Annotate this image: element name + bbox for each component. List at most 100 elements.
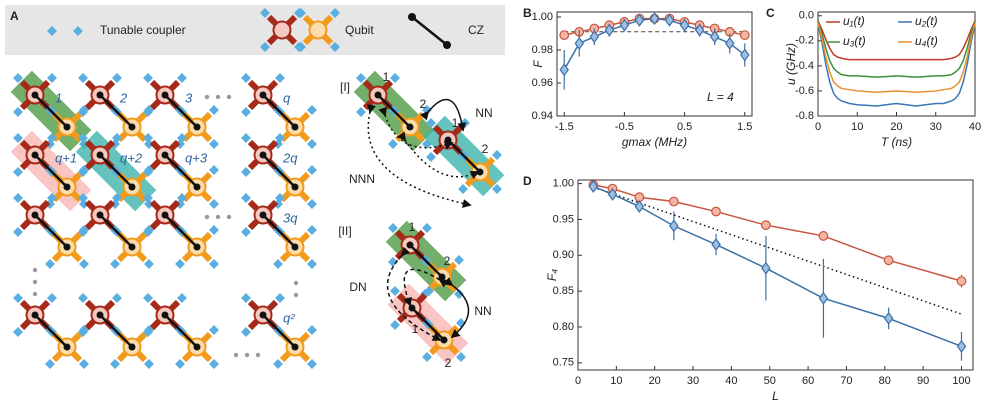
inset-label: NNN (349, 172, 375, 186)
cz-dot (96, 151, 104, 159)
y-tick-label: 0.98 (532, 44, 553, 56)
marker (711, 206, 721, 217)
x-tick-label: 30 (687, 375, 699, 387)
coupler (492, 150, 502, 160)
cz-icon (411, 16, 448, 46)
coupler (13, 227, 23, 237)
marker (559, 63, 569, 77)
coupler (143, 293, 153, 303)
coupler (112, 293, 122, 303)
inset-label: NN (475, 106, 492, 120)
coupler (456, 352, 466, 362)
y-tick-label: 0.0 (799, 10, 814, 22)
inset-label: DN (349, 280, 366, 294)
coupler (275, 133, 285, 143)
cz-dot (291, 343, 299, 351)
coupler (78, 167, 88, 177)
cz (99, 94, 133, 128)
series-line (593, 185, 962, 348)
marker (604, 23, 615, 37)
coupler (177, 73, 187, 83)
coupler (307, 165, 317, 175)
cz-dot (161, 211, 169, 219)
coupler (45, 259, 55, 269)
coupler (110, 259, 120, 269)
cz-icon (443, 41, 451, 49)
coupler (241, 73, 251, 83)
y-tick-label: 0.94 (532, 110, 553, 122)
y-tick-label: 0.85 (553, 285, 574, 297)
cz-dot (444, 136, 452, 144)
panel-label: C (766, 6, 775, 20)
ellipsis-dot (32, 279, 38, 285)
marker (589, 30, 600, 44)
cz-dot (96, 91, 104, 99)
cz-dot (161, 151, 169, 159)
coupler (175, 259, 185, 269)
marker (634, 13, 645, 27)
marker (574, 36, 585, 50)
cz (164, 314, 198, 348)
marker (709, 30, 720, 44)
cz (262, 314, 296, 348)
marker (883, 311, 894, 325)
ellipsis-dot (255, 352, 261, 358)
coupler (13, 293, 23, 303)
coupler (175, 359, 185, 369)
x-tick-label: 10 (610, 375, 622, 387)
coupler (79, 259, 89, 269)
cz-dot (161, 311, 169, 319)
cz (164, 94, 198, 128)
coupler (110, 359, 120, 369)
coupler (144, 359, 154, 369)
y-tick-label: -0.2 (795, 35, 814, 47)
cz-dot (259, 311, 267, 319)
coupler (79, 199, 89, 209)
coupler (143, 133, 153, 143)
y-tick-label: -0.4 (795, 60, 814, 72)
cz-dot (63, 343, 71, 351)
coupler (307, 259, 317, 269)
cz-dot (406, 241, 414, 249)
coupler (458, 184, 468, 194)
cz-dot (193, 183, 201, 191)
marker (634, 200, 645, 214)
ellipsis-dot (204, 214, 210, 220)
marker (724, 36, 735, 50)
cz (99, 314, 133, 348)
coupler (209, 139, 219, 149)
coupler (388, 139, 398, 149)
cz-dot (259, 211, 267, 219)
cz-dot (193, 123, 201, 131)
cz-dot (128, 183, 136, 191)
cz-dot (291, 183, 299, 191)
coupler (112, 73, 122, 83)
inset-tag: [II] (338, 224, 351, 238)
grid-label: q (283, 90, 291, 105)
legend-label: u₃(t) (843, 34, 866, 48)
cz-icon (408, 13, 416, 21)
marker (739, 30, 750, 41)
marker (740, 48, 750, 62)
x-tick-label: 40 (725, 375, 737, 387)
cz (164, 214, 198, 248)
cz-dot (193, 343, 201, 351)
coupler (78, 193, 88, 203)
marker (619, 18, 630, 32)
marker (559, 30, 570, 41)
coupler (307, 199, 317, 209)
cz-dot (63, 243, 71, 251)
coupler (47, 293, 57, 303)
y-tick-label: 1.00 (532, 11, 553, 23)
panel-label: B (523, 6, 532, 20)
grid-label: 2 (119, 90, 128, 105)
coupler (78, 73, 88, 83)
cz-dot (440, 336, 448, 344)
grid-label: q+1 (55, 150, 77, 165)
legend-label: u₄(t) (915, 34, 938, 48)
coupler (47, 133, 57, 143)
x-tick-label: 30 (930, 121, 942, 133)
y-tick-label: 0.90 (553, 249, 574, 261)
arrow (397, 131, 480, 180)
coupler (13, 133, 23, 143)
